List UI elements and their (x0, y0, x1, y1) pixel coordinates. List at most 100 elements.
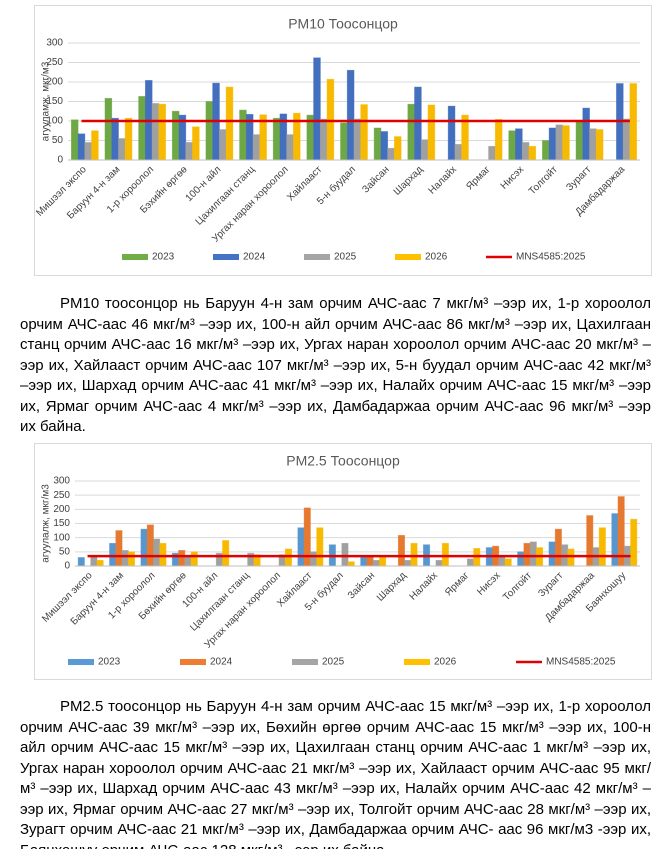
legend-swatch (404, 659, 430, 665)
bar (488, 145, 496, 161)
legend-swatch (122, 254, 148, 260)
bar (91, 130, 99, 161)
bar (360, 104, 368, 161)
y-tick-label: 150 (46, 96, 63, 107)
bar (427, 104, 436, 161)
bar (190, 551, 198, 567)
bar (380, 131, 389, 161)
bar (127, 551, 136, 567)
legend-swatch (292, 659, 318, 665)
bar (138, 96, 146, 161)
bar (171, 110, 180, 161)
bar (77, 133, 86, 161)
bar (404, 559, 412, 567)
legend-label: 2025 (334, 252, 357, 263)
legend-swatch (395, 254, 421, 260)
bar (393, 136, 402, 161)
bar (185, 142, 193, 161)
bar (159, 542, 167, 567)
bar (548, 541, 556, 567)
bar (567, 548, 575, 567)
bar (528, 145, 537, 161)
bar (284, 548, 292, 567)
bar (121, 550, 129, 567)
bar (420, 139, 429, 161)
bar (373, 127, 382, 161)
bar (118, 138, 126, 161)
chart-title: PM2.5 Тоосонцор (286, 453, 400, 469)
bar (548, 127, 557, 161)
bar (407, 103, 415, 161)
bar (151, 103, 160, 161)
bar (140, 528, 148, 567)
bar (252, 134, 261, 161)
bar (410, 542, 418, 567)
legend-swatch (213, 254, 239, 260)
bar (90, 555, 98, 567)
bar (575, 120, 584, 161)
bar (158, 103, 166, 161)
bar (146, 524, 154, 567)
bar (340, 122, 348, 161)
bar (454, 143, 463, 161)
bar (441, 542, 449, 567)
pm25-chart: PM2.5 Тоосонцор агуулалж, мкг/м3 0 50 100 150… (34, 443, 652, 680)
paragraph: PM10 тоосонцор нь Баруун 4-н зам орчим А… (20, 295, 651, 435)
chart-title: PM10 Тоосонцор (288, 16, 398, 32)
y-tick-label: 300 (53, 476, 70, 487)
bar (184, 555, 192, 567)
bar (192, 126, 200, 161)
bar (586, 515, 594, 567)
bar (379, 557, 387, 567)
bar (562, 125, 570, 161)
bar (104, 97, 113, 161)
bar (153, 538, 161, 567)
y-tick-label: 300 (46, 38, 63, 49)
bar (629, 83, 638, 161)
y-tick-label: 50 (59, 546, 71, 557)
bar (622, 118, 631, 161)
y-tick-label: 50 (52, 135, 64, 146)
bar (494, 119, 503, 161)
bar (239, 109, 247, 161)
bar (124, 117, 133, 161)
bar (529, 541, 537, 567)
bar (542, 140, 550, 161)
bar (297, 527, 305, 567)
bar (517, 551, 525, 567)
bar (397, 535, 405, 567)
bar (360, 557, 368, 567)
bar (286, 134, 294, 161)
legend-label: 2025 (322, 657, 345, 668)
y-tick-label: 0 (57, 155, 63, 166)
legend-label: MNS4585:2025 (516, 252, 586, 263)
bar (310, 551, 318, 567)
bar (598, 527, 606, 567)
legend-label: MNS4585:2025 (546, 657, 616, 668)
bar (70, 119, 79, 161)
bar (77, 557, 85, 567)
bar (387, 147, 395, 161)
bar (96, 559, 104, 567)
y-tick-label: 200 (46, 77, 63, 88)
bar (466, 558, 475, 567)
legend-label: 2026 (434, 657, 457, 668)
bar (554, 528, 562, 567)
bar (498, 555, 506, 567)
bar (219, 129, 227, 161)
bar (595, 129, 604, 161)
bar (555, 124, 564, 161)
bar (589, 128, 597, 161)
bar (630, 518, 638, 567)
bar (316, 527, 324, 567)
y-tick-label: 150 (53, 518, 70, 529)
y-tick-label: 250 (46, 57, 63, 68)
legend-label: 2024 (210, 657, 233, 668)
pm10-chart: PM10 Тоосонцор агууламж, мкг/м3 0 50 100 150 2… (34, 5, 652, 276)
y-axis-label: агуулалж, мкг/м3 (41, 484, 52, 563)
bar (109, 542, 117, 567)
legend-swatch (304, 254, 330, 260)
bar (523, 542, 531, 567)
bar (353, 118, 362, 161)
